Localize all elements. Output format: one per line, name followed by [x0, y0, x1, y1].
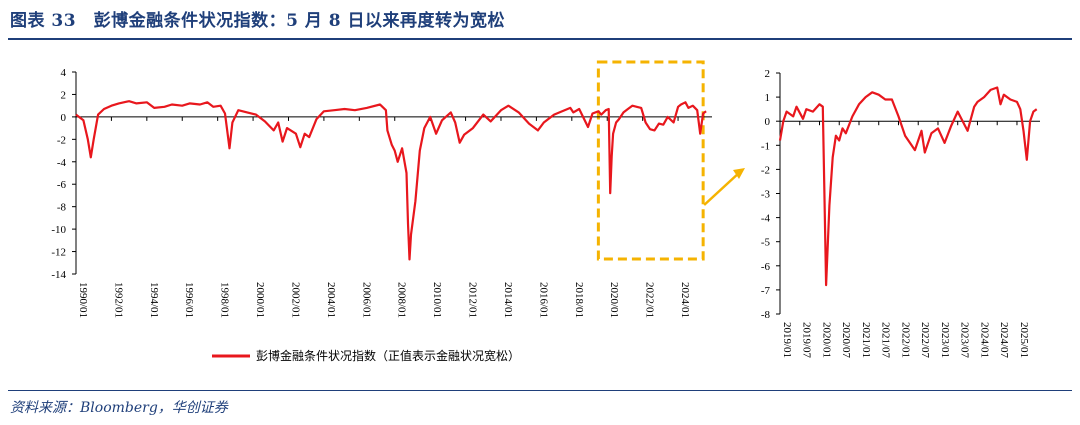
x-tick-label: 2021/07 — [880, 322, 892, 359]
y-tick-label: 2 — [61, 89, 67, 101]
y-tick-label: -8 — [761, 309, 771, 321]
x-tick-label: 2022/01 — [644, 282, 656, 318]
x-tick-label: 1996/01 — [183, 282, 195, 318]
y-tick-label: -4 — [761, 213, 771, 225]
y-tick-label: -6 — [761, 261, 771, 273]
y-tick-label: -7 — [761, 285, 771, 297]
x-tick-label: 1992/01 — [112, 282, 124, 318]
x-tick-label: 2008/01 — [396, 282, 408, 318]
x-tick-label: 2020/01 — [608, 282, 620, 318]
x-tick-label: 2019/01 — [781, 322, 793, 358]
x-tick-label: 1990/01 — [77, 282, 89, 318]
y-tick-label: 0 — [61, 112, 67, 124]
x-tick-label: 2021/01 — [860, 322, 872, 358]
x-tick-label: 2024/01 — [679, 282, 691, 318]
title-rule — [8, 38, 1072, 40]
x-tick-label: 1998/01 — [219, 282, 231, 318]
x-tick-label: 1994/01 — [148, 282, 160, 318]
figure-title: 图表 33 彭博金融条件状况指数：5 月 8 日以来再度转为宽松 — [10, 11, 505, 31]
y-tick-label: -2 — [761, 164, 770, 176]
x-tick-label: 2025/01 — [1018, 322, 1030, 358]
y-tick-label: 0 — [765, 116, 771, 128]
x-tick-label: 2016/01 — [537, 282, 549, 318]
x-tick-label: 2022/07 — [919, 322, 931, 359]
y-tick-label: -5 — [761, 237, 771, 249]
y-tick-label: -3 — [761, 189, 771, 201]
x-tick-label: 2023/01 — [939, 322, 951, 358]
series-line-2 — [778, 86, 1038, 287]
legend-label: 彭博金融条件状况指数（正值表示金融状况宽松） — [256, 348, 520, 363]
y-tick-label: -12 — [51, 247, 66, 259]
x-tick-label: 2004/01 — [325, 282, 337, 318]
highlight-box — [596, 60, 705, 261]
x-tick-label: 2014/01 — [502, 282, 514, 318]
y-tick-label: -4 — [57, 157, 67, 169]
y-tick-label: -10 — [51, 224, 66, 236]
y-tick-label: 1 — [765, 92, 771, 104]
x-tick-label: 2024/01 — [978, 322, 990, 358]
x-tick-label: 2018/01 — [573, 282, 585, 318]
x-tick-label: 2020/01 — [820, 322, 832, 358]
x-tick-label: 2022/01 — [899, 322, 911, 358]
y-tick-label: -1 — [761, 140, 770, 152]
y-tick-label: -14 — [51, 269, 66, 281]
x-tick-label: 2023/07 — [959, 322, 971, 359]
source-note: 资料来源：Bloomberg，华创证券 — [10, 400, 228, 416]
x-tick-label: 2020/07 — [840, 322, 852, 359]
highlight-arrow-shaft — [703, 171, 741, 206]
y-tick-label: 2 — [765, 68, 771, 80]
x-tick-label: 2024/07 — [998, 322, 1010, 359]
highlight-arrowhead — [733, 168, 745, 179]
y-tick-label: -2 — [57, 134, 66, 146]
footer-rule — [8, 390, 1072, 391]
x-tick-label: 2000/01 — [254, 282, 266, 318]
x-tick-label: 2010/01 — [431, 282, 443, 318]
series-line-1 — [75, 100, 707, 261]
x-tick-label: 2012/01 — [467, 282, 479, 318]
x-tick-label: 2019/07 — [801, 322, 813, 359]
y-tick-label: -8 — [57, 202, 67, 214]
x-tick-label: 2006/01 — [360, 282, 372, 318]
y-tick-label: -6 — [57, 179, 67, 191]
x-tick-label: 2002/01 — [289, 282, 301, 318]
y-tick-label: 4 — [61, 67, 67, 79]
